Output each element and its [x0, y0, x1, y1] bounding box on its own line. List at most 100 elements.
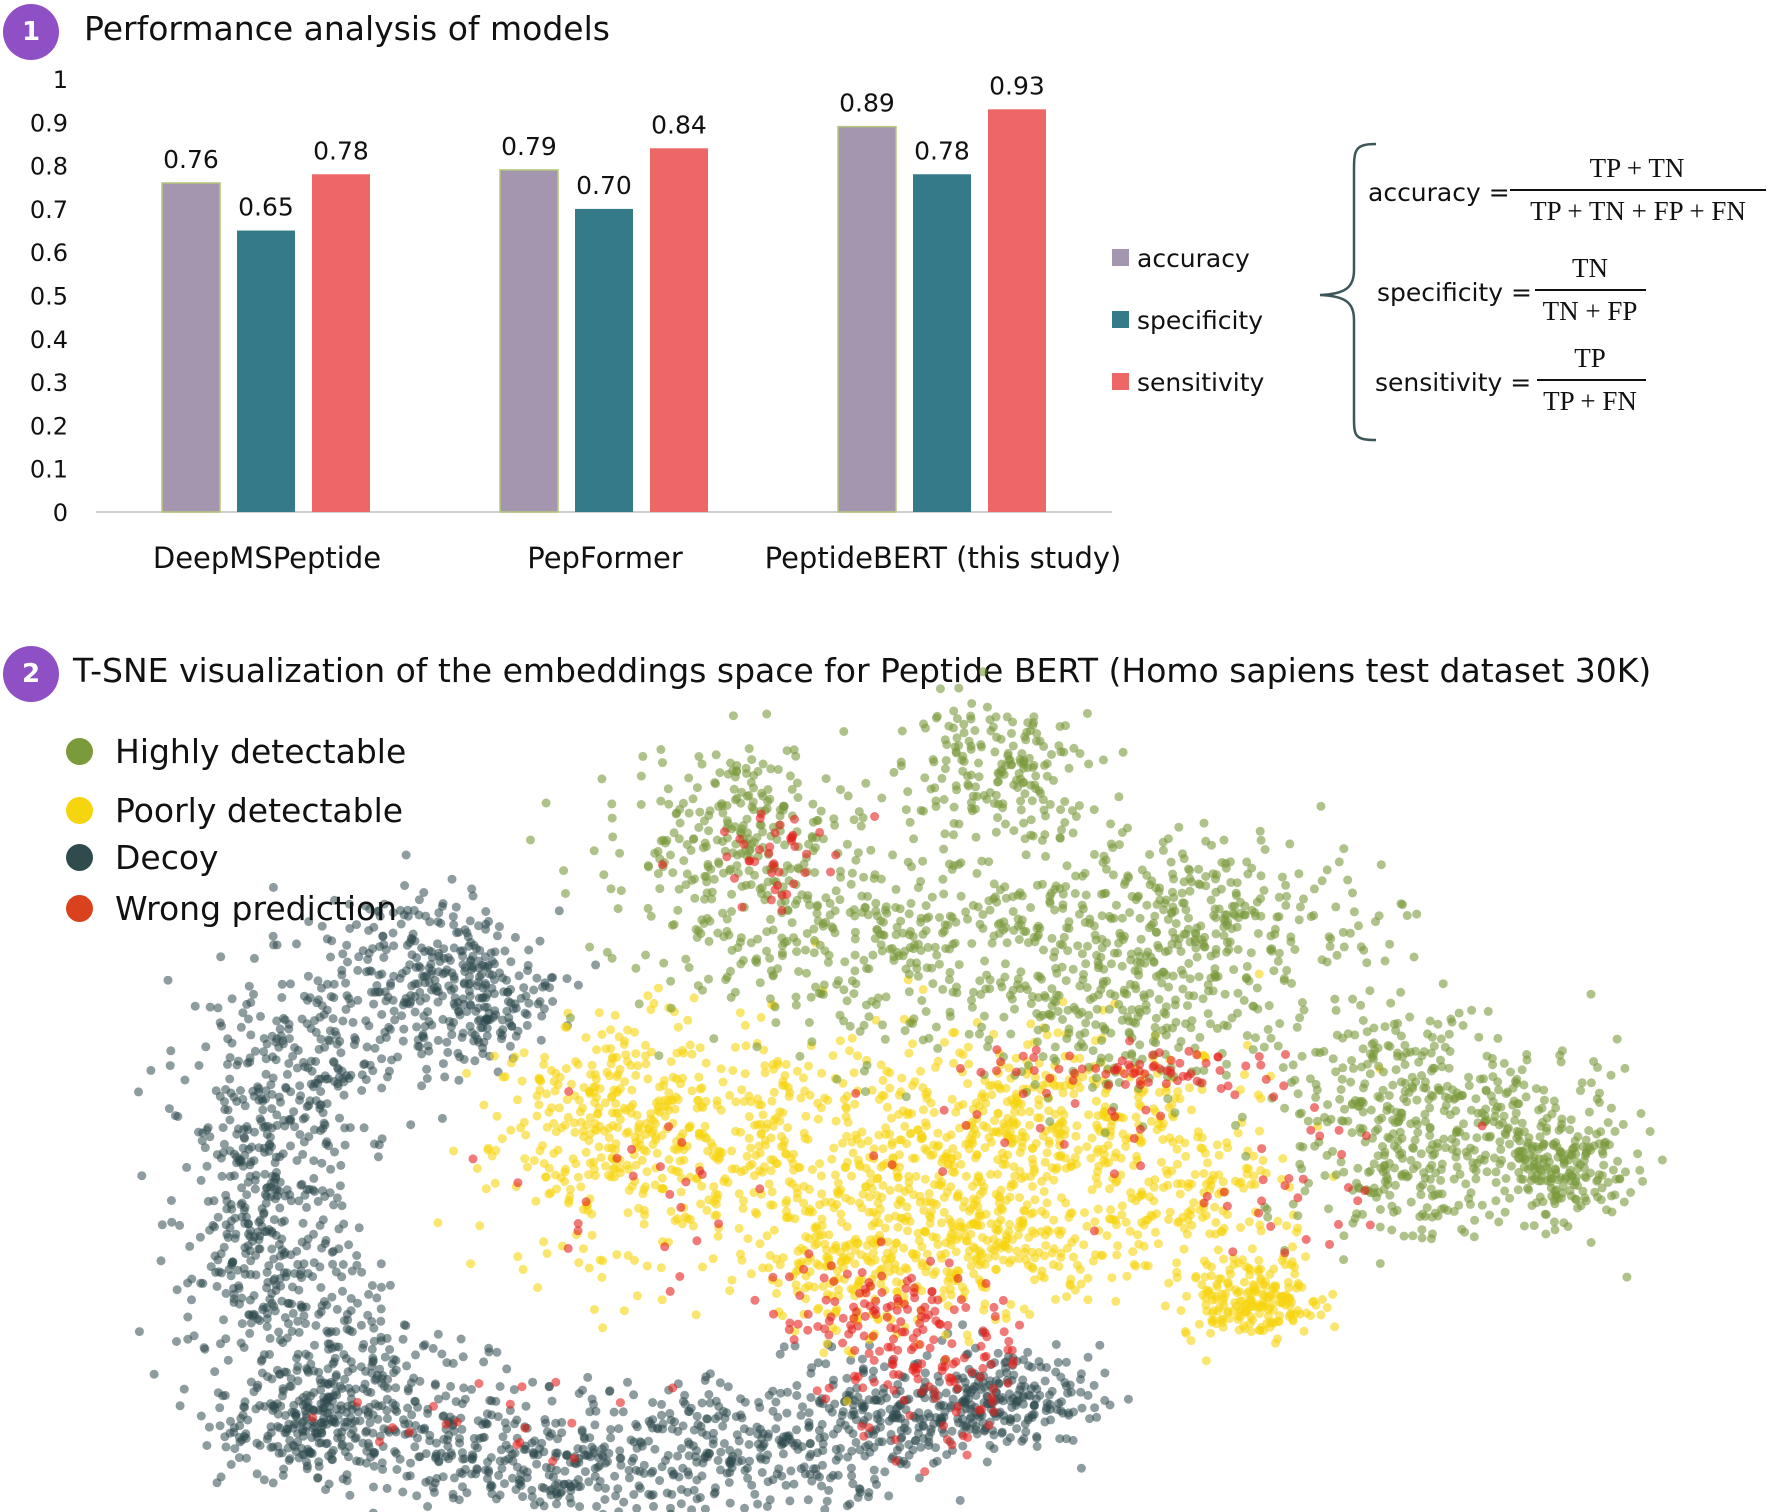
decoy-point: [948, 1394, 958, 1404]
highly-detectable-point: [541, 798, 551, 808]
decoy-point: [513, 1026, 523, 1036]
poorly-detectable-point: [885, 1068, 895, 1078]
poorly-detectable-point: [1009, 1134, 1019, 1144]
poorly-detectable-point: [659, 1081, 669, 1091]
decoy-point: [1018, 1390, 1028, 1400]
decoy-point: [364, 1021, 374, 1031]
poorly-detectable-point: [878, 1144, 888, 1154]
poorly-detectable-point: [1293, 1278, 1303, 1288]
highly-detectable-point: [793, 793, 803, 802]
decoy-point: [692, 1494, 702, 1504]
poorly-detectable-point: [497, 1134, 507, 1144]
poorly-detectable-point: [637, 1155, 647, 1165]
poorly-detectable-point: [1004, 1227, 1014, 1237]
decoy-point: [418, 1341, 428, 1351]
highly-detectable-point: [921, 926, 931, 936]
decoy-point: [427, 1020, 437, 1030]
poorly-detectable-point: [1189, 1198, 1199, 1208]
highly-detectable-point: [1051, 881, 1061, 891]
decoy-point: [408, 929, 418, 939]
poorly-detectable-point: [1316, 1310, 1326, 1320]
decoy-point: [523, 966, 533, 976]
legend-swatch-sensitivity: [1112, 373, 1129, 390]
poorly-detectable-point: [1010, 1107, 1019, 1117]
decoy-point: [541, 1418, 551, 1428]
decoy-point: [352, 920, 361, 930]
decoy-point: [627, 1457, 637, 1466]
decoy-point: [708, 1435, 718, 1445]
bar-sensitivity: [650, 148, 708, 512]
poorly-detectable-point: [620, 1077, 630, 1087]
decoy-point: [537, 1438, 547, 1448]
decoy-point: [634, 1481, 644, 1491]
decoy-point: [341, 978, 351, 988]
decoy-point: [412, 1022, 422, 1032]
highly-detectable-point: [967, 995, 976, 1005]
highly-detectable-point: [1135, 913, 1145, 923]
poorly-detectable-point: [1025, 1310, 1035, 1319]
poorly-detectable-point: [1093, 1204, 1103, 1214]
decoy-point: [403, 1386, 413, 1396]
decoy-point: [913, 1428, 923, 1438]
legend-swatch-accuracy: [1112, 249, 1129, 266]
highly-detectable-point: [698, 985, 707, 995]
highly-detectable-point: [1026, 815, 1036, 825]
poorly-detectable-point: [462, 1068, 471, 1078]
decoy-point: [423, 1007, 433, 1017]
decoy-point: [742, 1463, 752, 1473]
poorly-detectable-point: [841, 1102, 851, 1112]
poorly-detectable-point: [1219, 1254, 1229, 1264]
decoy-point: [400, 881, 410, 890]
highly-detectable-point: [694, 926, 703, 936]
poorly-detectable-point: [933, 1240, 943, 1249]
decoy-point: [329, 1058, 339, 1067]
highly-detectable-point: [732, 861, 742, 870]
poorly-detectable-point: [642, 1261, 652, 1271]
poorly-detectable-point: [762, 1119, 772, 1129]
poorly-detectable-point: [972, 1220, 982, 1230]
decoy-point: [353, 1298, 362, 1308]
decoy-point: [225, 1074, 235, 1084]
poorly-detectable-point: [1083, 1273, 1093, 1283]
decoy-point: [585, 1407, 595, 1417]
poorly-detectable-point: [937, 1218, 946, 1228]
decoy-point: [370, 1375, 380, 1385]
decoy-point: [183, 1334, 193, 1344]
data-label-accuracy: 0.76: [163, 145, 219, 174]
decoy-point: [301, 1319, 310, 1329]
poorly-detectable-point: [841, 1193, 851, 1203]
poorly-detectable-point: [803, 1256, 813, 1266]
poorly-detectable-point: [1039, 1186, 1049, 1196]
highly-detectable-point: [806, 992, 816, 1002]
decoy-point: [179, 1384, 189, 1394]
poorly-detectable-point: [756, 1129, 766, 1139]
poorly-detectable-point: [610, 1010, 620, 1020]
decoy-point: [434, 1394, 443, 1404]
decoy-point: [757, 1468, 767, 1477]
decoy-point: [436, 918, 446, 928]
decoy-point: [516, 1481, 526, 1491]
poorly-detectable-point: [589, 1164, 599, 1174]
poorly-detectable-point: [585, 1113, 595, 1123]
poorly-detectable-point: [529, 1156, 539, 1166]
poorly-detectable-point: [595, 1121, 605, 1131]
poorly-detectable-point: [513, 1095, 522, 1105]
decoy-point: [277, 1391, 287, 1401]
poorly-detectable-point: [670, 1104, 680, 1114]
decoy-point: [686, 1403, 696, 1413]
decoy-point: [316, 1283, 326, 1292]
poorly-detectable-point: [1180, 1327, 1190, 1336]
decoy-point: [719, 1439, 729, 1448]
poorly-detectable-point: [842, 1131, 852, 1141]
poorly-detectable-point: [1075, 1053, 1085, 1063]
decoy-point: [705, 1369, 715, 1379]
highly-detectable-point: [878, 1020, 887, 1030]
decoy-point: [521, 1444, 530, 1454]
poorly-detectable-point: [683, 1015, 693, 1025]
poorly-detectable-point: [1141, 1215, 1151, 1225]
decoy-point: [389, 1368, 399, 1378]
decoy-point: [827, 1407, 837, 1417]
poorly-detectable-point: [1221, 1289, 1230, 1299]
decoy-point: [228, 1257, 238, 1267]
y-tick-label: 0.5: [30, 283, 68, 311]
